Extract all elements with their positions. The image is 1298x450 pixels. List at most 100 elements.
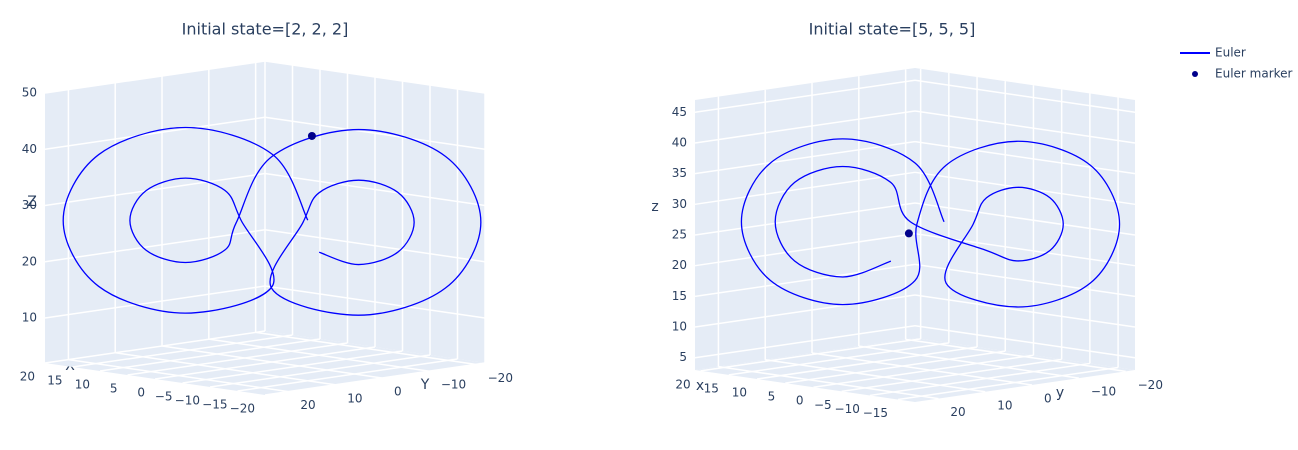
x-tick-label: −5 — [155, 390, 173, 404]
grid-line — [44, 116, 266, 150]
z-axis-title: z — [651, 199, 658, 215]
x-tick-label: 0 — [137, 386, 145, 400]
grid-line — [765, 359, 986, 393]
grid-line — [264, 229, 486, 263]
grid-line — [811, 352, 1033, 386]
legend-swatch — [1192, 71, 1198, 77]
grid-line — [264, 285, 486, 319]
grid-line — [785, 350, 1006, 384]
grid-line — [208, 338, 429, 372]
grid-line — [237, 358, 458, 392]
z-tick-label: 40 — [22, 142, 37, 156]
grid-line — [44, 330, 266, 364]
z-tick-label: 15 — [672, 289, 687, 303]
grid-line — [897, 366, 1119, 401]
grid-line — [694, 110, 916, 144]
x-tick-label: −15 — [863, 406, 888, 420]
y-tick-label: −20 — [1138, 378, 1163, 392]
marker-point — [904, 229, 913, 238]
y-tick-label: −10 — [441, 378, 466, 392]
trajectory-line — [740, 138, 1121, 308]
y-axis-title: Y — [420, 377, 430, 393]
x-tick-label: 0 — [796, 394, 804, 408]
grid-line — [161, 345, 383, 379]
z-tick-label: 30 — [672, 197, 687, 211]
grid-line — [44, 229, 266, 263]
grid-line — [841, 358, 1062, 393]
y-tick-label: 20 — [300, 398, 315, 412]
grid-line — [813, 354, 1034, 388]
grid-line — [869, 362, 1090, 397]
y-tick-label: −10 — [1091, 385, 1116, 399]
marker-point — [307, 131, 316, 140]
grid-line — [914, 140, 1136, 175]
z-tick-label: 35 — [672, 166, 687, 180]
z-tick-label: 30 — [22, 198, 37, 212]
grid-line — [728, 342, 949, 376]
grid-line — [44, 172, 266, 207]
z-tick-label: 20 — [22, 254, 37, 268]
z-tick-label: 10 — [22, 311, 37, 325]
grid-line — [264, 172, 486, 207]
grid-line — [264, 60, 486, 94]
trajectory-line — [62, 126, 482, 316]
x-tick-label: 15 — [704, 381, 719, 395]
z-tick-label: 10 — [672, 320, 687, 334]
legend-label[interactable]: Euler — [1215, 46, 1246, 60]
grid-line — [914, 110, 1136, 144]
y-axis-title: y — [1056, 385, 1064, 401]
y-tick-label: 10 — [347, 391, 362, 405]
grid-line — [182, 350, 403, 384]
grid-line — [209, 354, 431, 388]
x-tick-label: −15 — [202, 398, 227, 412]
grid-line — [694, 140, 916, 175]
grid-line — [44, 285, 266, 319]
z-tick-label: 5 — [679, 350, 687, 364]
z-axis-title: Z — [27, 194, 37, 210]
grid-line — [154, 346, 376, 380]
grid-line — [694, 294, 916, 328]
chart-title: Initial state=[2, 2, 2] — [182, 20, 349, 39]
grid-line — [99, 338, 321, 372]
x-tick-label: −20 — [230, 402, 255, 416]
z-tick-label: 50 — [22, 86, 37, 100]
x-tick-label: 5 — [110, 382, 118, 396]
grid-line — [68, 358, 289, 393]
y-tick-label: 0 — [394, 384, 402, 398]
x-axis-title: x — [696, 378, 704, 394]
y-tick-label: −20 — [488, 371, 513, 385]
y-tick-label: 10 — [997, 398, 1012, 412]
y-tick-label: 0 — [1044, 391, 1052, 405]
x-tick-label: 5 — [768, 390, 776, 404]
legend-label[interactable]: Euler marker — [1215, 67, 1293, 81]
grid-line — [694, 324, 916, 359]
x-tick-label: −5 — [814, 398, 832, 412]
grid-line — [905, 338, 1126, 373]
grid-line — [694, 202, 916, 236]
x-tick-label: 15 — [47, 374, 62, 388]
grid-line — [694, 263, 916, 298]
grid-line — [858, 345, 1079, 379]
z-tick-label: 25 — [672, 228, 687, 242]
grid-line — [756, 346, 978, 380]
wall-pane — [45, 61, 265, 363]
grid-line — [255, 331, 476, 366]
z-tick-label: 45 — [672, 105, 687, 119]
grid-line — [694, 232, 916, 267]
x-tick-label: 20 — [20, 370, 35, 384]
grid-line — [694, 79, 916, 114]
x-tick-label: 10 — [732, 386, 747, 400]
z-tick-label: 20 — [672, 258, 687, 272]
grid-line — [914, 263, 1136, 298]
legend: Euler Euler marker — [1180, 46, 1293, 81]
grid-line — [914, 202, 1136, 236]
grid-line — [700, 338, 921, 372]
x-tick-label: 20 — [675, 377, 690, 391]
grid-line — [44, 60, 266, 94]
grid-line — [694, 171, 916, 206]
y-tick-label: 20 — [950, 405, 965, 419]
x-tick-label: 10 — [75, 378, 90, 392]
x-tick-label: −10 — [835, 402, 860, 416]
grid-line — [914, 294, 1136, 328]
